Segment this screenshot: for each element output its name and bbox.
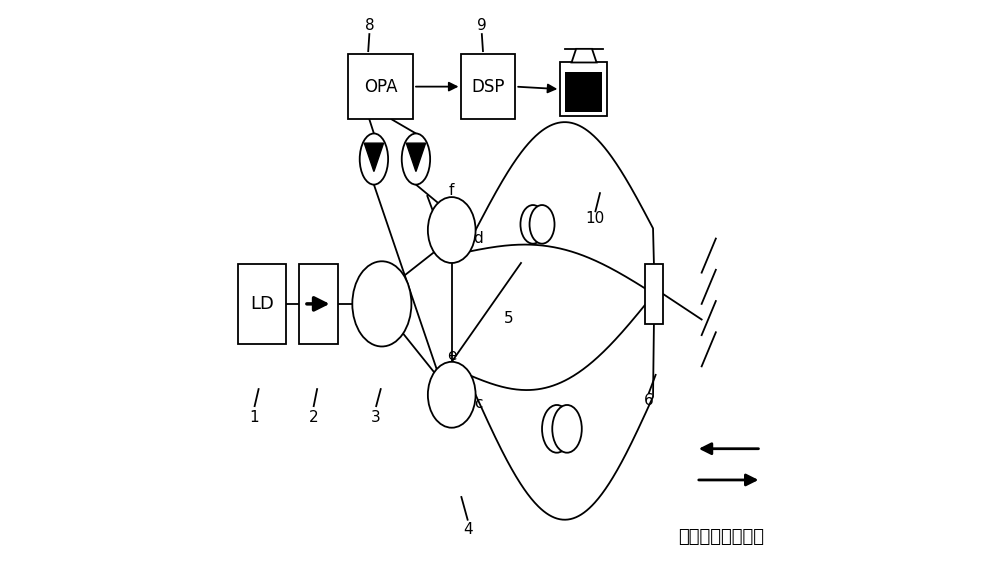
Text: a: a: [432, 396, 441, 411]
Text: d: d: [474, 231, 483, 246]
Text: 6: 6: [644, 393, 654, 408]
Polygon shape: [364, 143, 384, 172]
Text: f: f: [449, 183, 454, 198]
Text: c: c: [474, 396, 483, 411]
Bar: [565, 72, 602, 112]
Ellipse shape: [552, 405, 582, 453]
Polygon shape: [406, 143, 426, 172]
Ellipse shape: [402, 133, 430, 185]
Ellipse shape: [352, 261, 411, 346]
Bar: [461, 54, 515, 119]
Text: 7: 7: [430, 217, 439, 232]
Ellipse shape: [428, 197, 476, 263]
Polygon shape: [572, 49, 597, 62]
Text: LD: LD: [250, 295, 274, 313]
Text: 5: 5: [504, 311, 513, 325]
Text: 1: 1: [250, 410, 259, 425]
Ellipse shape: [542, 405, 572, 453]
Text: 9: 9: [477, 18, 487, 33]
Text: b: b: [432, 234, 441, 249]
Text: 被测物体移动方向: 被测物体移动方向: [679, 528, 765, 546]
Bar: [645, 264, 663, 324]
Text: 4: 4: [463, 522, 472, 537]
Bar: [348, 54, 413, 119]
Ellipse shape: [530, 205, 555, 244]
Text: e: e: [447, 348, 456, 362]
Bar: [299, 264, 338, 344]
Text: 3: 3: [371, 410, 381, 425]
Text: 10: 10: [586, 211, 605, 226]
Text: 2: 2: [309, 410, 319, 425]
Ellipse shape: [428, 362, 476, 428]
Text: 8: 8: [365, 18, 374, 33]
Text: OPA: OPA: [364, 78, 397, 95]
Ellipse shape: [520, 205, 545, 244]
Ellipse shape: [360, 133, 388, 185]
Bar: [238, 264, 286, 344]
Bar: [560, 62, 607, 116]
Text: DSP: DSP: [472, 78, 505, 95]
